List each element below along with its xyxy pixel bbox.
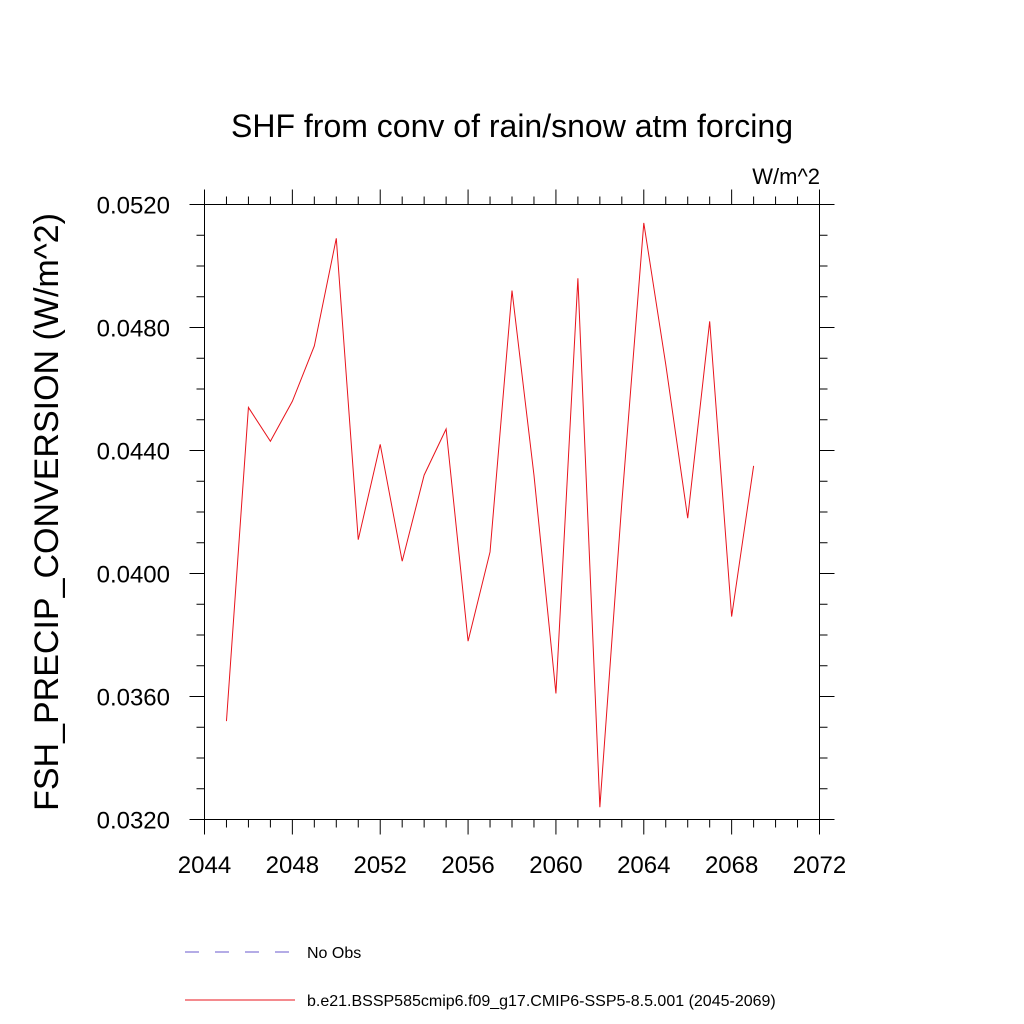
data-point: [554, 692, 557, 695]
data-point: [247, 406, 250, 409]
units-label: W/m^2: [752, 164, 820, 189]
legend-label: b.e21.BSSP585cmip6.f09_g17.CMIP6-SSP5-8.…: [307, 993, 776, 1010]
axis-tick-labels: 2044 2048 2052 2056 2060 2064 2068 2072 0.0320 0.…: [97, 193, 847, 880]
data-point: [708, 320, 711, 323]
data-point: [642, 221, 645, 224]
data-point: [335, 237, 338, 240]
y-axis-label: FSH_PRECIP_CONVERSION (W/m^2): [28, 213, 66, 811]
data-point: [291, 400, 294, 403]
y-tick-label: 0.0320: [97, 808, 170, 835]
x-tick-label: 2044: [178, 852, 231, 879]
y-tick-label: 0.0440: [97, 439, 170, 466]
data-point: [401, 560, 404, 563]
data-point: [511, 289, 514, 292]
data-point: [269, 440, 272, 443]
data-point: [532, 474, 535, 477]
data-series: [225, 221, 755, 809]
data-point: [423, 474, 426, 477]
data-point: [730, 615, 733, 618]
data-point: [752, 464, 755, 467]
data-point: [357, 538, 360, 541]
data-point: [225, 720, 228, 723]
data-point: [686, 517, 689, 520]
data-point: [598, 806, 601, 809]
data-point: [379, 443, 382, 446]
x-tick-label: 2064: [617, 852, 670, 879]
y-tick-label: 0.0400: [97, 562, 170, 589]
data-point: [313, 344, 316, 347]
legend: No Obs b.e21.BSSP585cmip6.f09_g17.CMIP6-S…: [185, 945, 776, 1010]
data-point: [445, 427, 448, 430]
x-tick-label: 2048: [266, 852, 319, 879]
series-line: [225, 222, 755, 808]
plot-frame: [204, 204, 820, 820]
y-tick-label: 0.0480: [97, 316, 170, 343]
x-tick-label: 2072: [793, 852, 846, 879]
y-tick-label: 0.0360: [97, 685, 170, 712]
x-tick-label: 2068: [705, 852, 758, 879]
data-point: [576, 277, 579, 280]
y-tick-label: 0.0520: [97, 193, 170, 220]
legend-label: No Obs: [307, 945, 361, 962]
axis-ticks: [189, 189, 835, 835]
x-tick-label: 2060: [529, 852, 582, 879]
data-point: [620, 501, 623, 504]
x-tick-label: 2052: [354, 852, 407, 879]
data-point: [467, 640, 470, 643]
data-point: [489, 550, 492, 553]
data-point: [664, 363, 667, 366]
chart-title: SHF from conv of rain/snow atm forcing: [231, 108, 793, 144]
x-tick-label: 2056: [441, 852, 494, 879]
